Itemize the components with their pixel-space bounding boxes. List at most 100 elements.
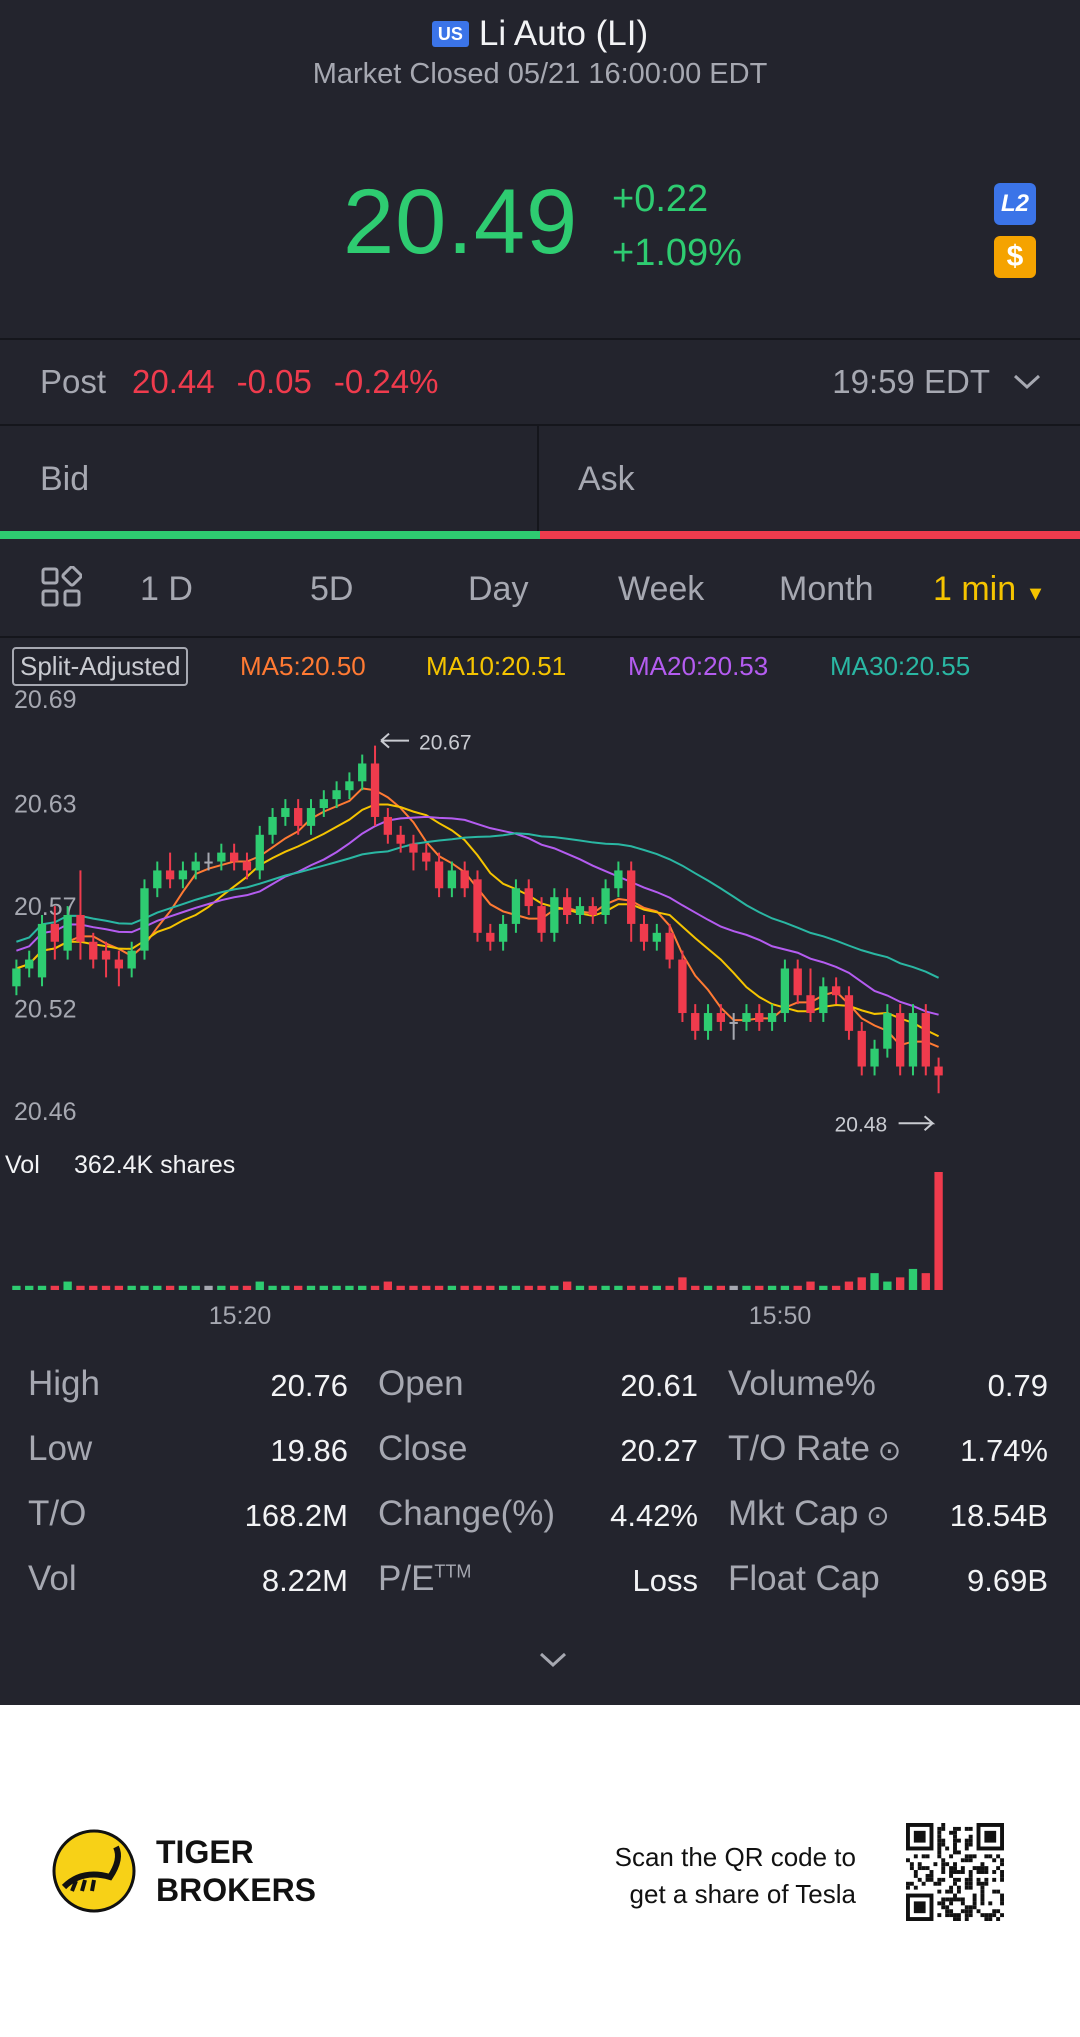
tab-week[interactable]: Week (618, 570, 705, 608)
x-tick-label: 15:20 (209, 1302, 272, 1330)
volume-bar (486, 1285, 495, 1290)
candle-body (268, 816, 277, 835)
grid-icon[interactable] (40, 566, 82, 608)
divider (0, 636, 1080, 638)
promo-line1: Scan the QR code to (614, 1842, 856, 1872)
candle-body (883, 1013, 892, 1049)
volume-bar (63, 1281, 72, 1290)
post-market-row[interactable]: Post 20.44 -0.05 -0.24% 19:59 EDT (0, 340, 1080, 424)
vol-label: Vol (5, 1151, 40, 1179)
candle-body (831, 986, 841, 996)
candle-body (153, 870, 162, 889)
volume-bar (345, 1285, 354, 1290)
candle-body (806, 995, 815, 1014)
ask-bar (540, 531, 1080, 539)
volume-bar (793, 1285, 802, 1290)
candle-body (639, 923, 649, 942)
candle-body (447, 870, 457, 889)
post-price: 20.44 (132, 363, 215, 400)
candle-body (601, 888, 610, 915)
level2-badge-icon[interactable]: L2 (994, 183, 1036, 225)
volume-bar (601, 1285, 610, 1290)
info-icon[interactable]: ⊙ (869, 1435, 902, 1466)
volume-bar (806, 1281, 815, 1290)
market-status: Market Closed 05/21 16:00:00 EDT (312, 58, 768, 90)
info-icon[interactable]: ⊙ (858, 1500, 890, 1531)
low-marker-label: 20.48 (835, 1113, 888, 1136)
candle-body (511, 888, 521, 924)
stat-value: 20.27 (620, 1433, 698, 1468)
volume-bar (281, 1285, 290, 1290)
candle-body (191, 861, 200, 871)
volume-bar (562, 1281, 572, 1290)
volume-bar (844, 1281, 854, 1290)
candle-body (332, 790, 341, 800)
candle-body (562, 897, 572, 915)
ma20-value: MA20:20.53 (628, 650, 769, 681)
candle-body (242, 861, 252, 871)
market-flag: US (431, 21, 469, 47)
candle-body (473, 879, 482, 933)
volume-bar (447, 1285, 457, 1290)
split-adjusted-toggle[interactable]: Split-Adjusted (12, 646, 189, 686)
caret-down-icon: ▼ (1025, 583, 1046, 605)
candle-body (37, 923, 47, 978)
tab-month[interactable]: Month (779, 570, 874, 608)
volume-bar (460, 1285, 469, 1290)
tab-day[interactable]: Day (468, 570, 529, 608)
volume-bar (217, 1285, 226, 1290)
stat-label: Volume% (728, 1364, 876, 1403)
volume-bar (114, 1285, 124, 1290)
candle-body (550, 897, 559, 933)
stat-value: 20.76 (270, 1368, 348, 1403)
chevron-down-icon[interactable] (1012, 372, 1042, 392)
candle-body (767, 1013, 777, 1022)
high-arrow-icon (380, 732, 410, 749)
candle-body (178, 870, 188, 880)
stat-label: P/ETTM (378, 1559, 472, 1598)
volume-bar (908, 1268, 918, 1290)
volume-bar (140, 1285, 149, 1290)
candle-body (306, 808, 316, 826)
ma30-line (16, 832, 940, 979)
candle-body (537, 906, 546, 933)
candle-body (755, 1013, 764, 1022)
volume-bar (191, 1285, 200, 1290)
volume-bar (755, 1285, 764, 1290)
volume-bar (76, 1285, 85, 1290)
volume-bar (294, 1285, 303, 1290)
volume-bar (498, 1285, 508, 1290)
tab-5d[interactable]: 5D (310, 570, 354, 608)
volume-bar (396, 1285, 405, 1290)
volume-bar (422, 1285, 431, 1290)
tab-1d[interactable]: 1 D (140, 570, 193, 608)
y-tick-label: 20.69 (14, 690, 77, 714)
candle-body (921, 1013, 930, 1067)
volume-bar (358, 1285, 367, 1290)
tab-1min[interactable]: 1 min ▼ (933, 570, 1045, 609)
candle-body (780, 968, 790, 1014)
dollar-badge-icon[interactable]: $ (994, 236, 1036, 278)
candle-body (422, 852, 431, 862)
stat-value: 0.79 (987, 1368, 1048, 1403)
candle-body (294, 808, 303, 826)
candle-body (25, 959, 34, 969)
volume-bar (742, 1285, 751, 1290)
volume-bar (255, 1281, 264, 1290)
period-tabs: 1 D 5D Day Week Month 1 min ▼ (0, 540, 1080, 636)
stat-label: T/O (28, 1494, 87, 1533)
pe-superscript: TTM (434, 1561, 472, 1582)
expand-chevron-icon[interactable] (538, 1650, 568, 1670)
candle-body (819, 986, 828, 1014)
candle-body (434, 861, 444, 889)
price-change-pct: +1.09% (612, 232, 742, 274)
volume-bar (896, 1277, 905, 1290)
volume-bar (268, 1285, 277, 1290)
candle-body (627, 870, 636, 924)
candle-body (575, 906, 585, 915)
volume-bar (165, 1285, 175, 1290)
stat-value: 4.42% (610, 1498, 698, 1533)
candle-body (486, 932, 495, 942)
qr-code-icon[interactable] (906, 1823, 1004, 1921)
